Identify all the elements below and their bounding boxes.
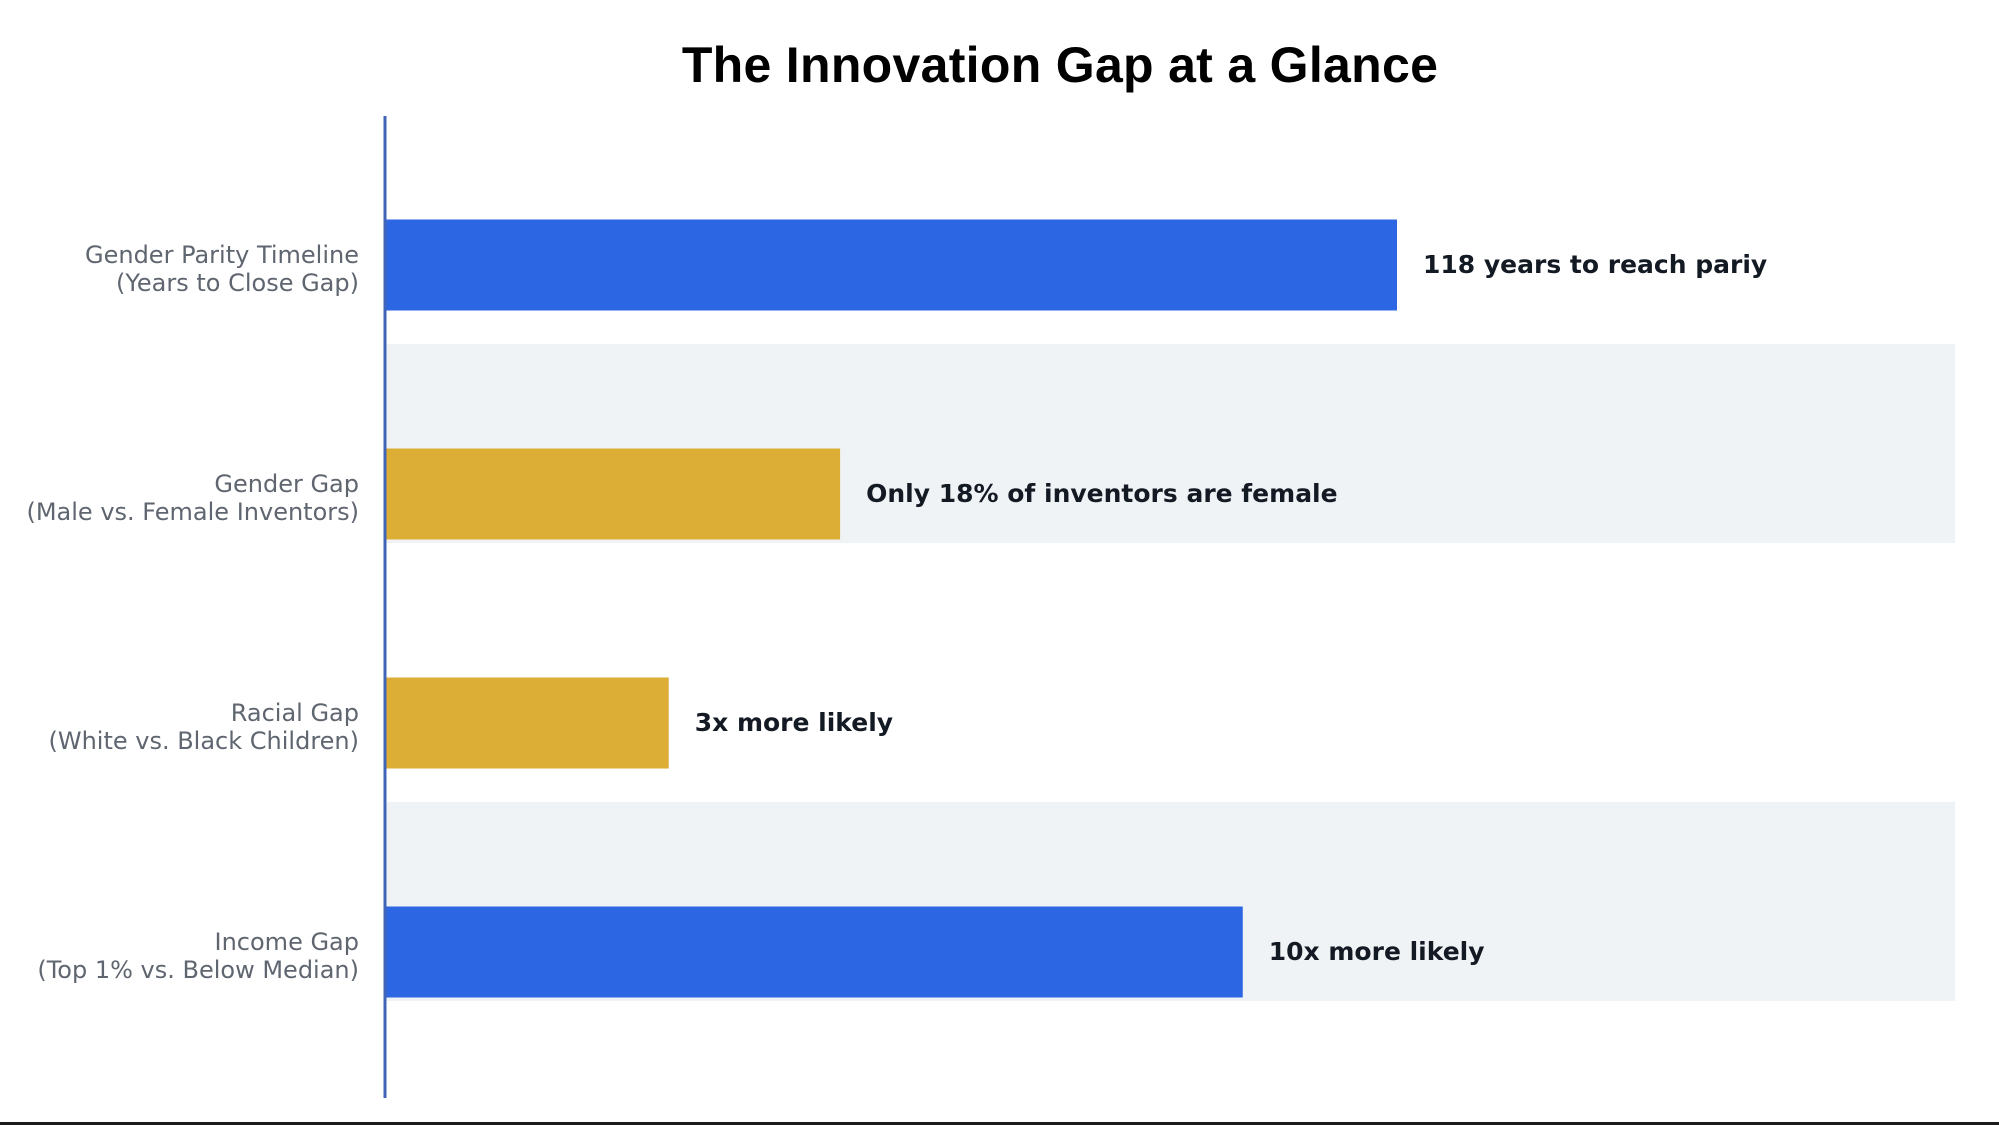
- bar: [386, 677, 669, 769]
- category-label: (Male vs. Female Inventors): [26, 498, 359, 526]
- bar: [386, 219, 1397, 311]
- category-label: (Top 1% vs. Below Median): [37, 956, 359, 984]
- category-label: (Years to Close Gap): [116, 269, 359, 297]
- data-label: 10x more likely: [1269, 937, 1485, 966]
- bottom-border: [0, 1122, 1999, 1125]
- data-label: 118 years to reach pariy: [1423, 250, 1767, 279]
- category-label: Racial Gap: [231, 699, 359, 727]
- category-label: Gender Gap: [214, 470, 359, 498]
- category-label: (White vs. Black Children): [48, 727, 359, 755]
- bar: [386, 448, 841, 540]
- bar: [386, 906, 1243, 998]
- category-label: Income Gap: [215, 928, 359, 956]
- data-label: 3x more likely: [695, 708, 893, 737]
- data-label: Only 18% of inventors are female: [866, 479, 1338, 508]
- chart-title: The Innovation Gap at a Glance: [681, 37, 1439, 93]
- category-label: Gender Parity Timeline: [85, 241, 359, 269]
